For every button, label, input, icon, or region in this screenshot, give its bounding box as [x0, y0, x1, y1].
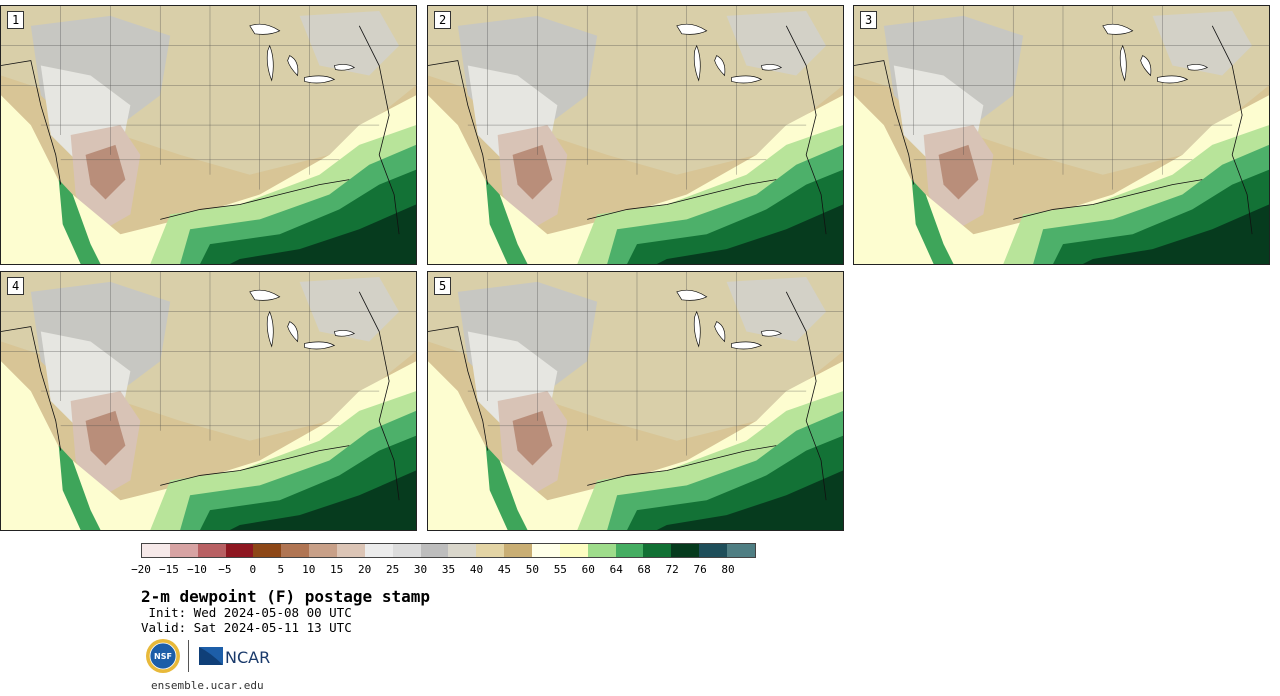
- ncar-logo: NCAR: [199, 647, 270, 667]
- plot-title: 2-m dewpoint (F) postage stamp: [141, 587, 430, 606]
- colorbar-tick-label: 45: [497, 563, 512, 576]
- member-label: 4: [7, 277, 25, 295]
- colorbar-tick-label: −20: [131, 563, 151, 576]
- colorbar-tick-label: −5: [218, 563, 232, 576]
- colorbar-swatch: [253, 544, 282, 557]
- init-time: Init: Wed 2024-05-08 00 UTC: [141, 605, 352, 620]
- colorbar-swatch: [364, 544, 393, 557]
- colorbar-tick-label: 35: [441, 563, 456, 576]
- colorbar-swatch: [587, 544, 616, 557]
- colorbar-tick-label: 10: [302, 563, 316, 576]
- colorbar-swatch: [309, 544, 338, 557]
- colorbar-swatch: [281, 544, 310, 557]
- colorbar-tick-label: 20: [358, 563, 372, 576]
- nsf-logo: NSF: [146, 639, 180, 673]
- colorbar-tick-label: 25: [385, 563, 400, 576]
- ncar-logo-text: NCAR: [225, 648, 270, 667]
- map-panel-4: 4: [0, 271, 417, 531]
- colorbar-swatch: [476, 544, 505, 557]
- colorbar-ticks: −20 −15 −10 −5 0 5 10 15 20 25 30 35 40 45 50 55 60 64 68 7…: [131, 563, 756, 577]
- colorbar-tick-label: 80: [721, 563, 735, 576]
- colorbar: [141, 543, 756, 558]
- colorbar-swatch: [559, 544, 588, 557]
- colorbar-swatch: [671, 544, 700, 557]
- map-panel-2: 2: [427, 5, 844, 265]
- map-panel-5: 5: [427, 271, 844, 531]
- colorbar-tick-label: 15: [330, 563, 344, 576]
- colorbar-tick-label: 55: [553, 563, 567, 576]
- colorbar-swatch: [337, 544, 365, 557]
- colorbar-tick-label: 0: [249, 563, 257, 576]
- colorbar-swatch: [392, 544, 421, 557]
- map-panel-3: 3: [853, 5, 1270, 265]
- member-label: 2: [434, 11, 452, 29]
- nsf-logo-text: NSF: [154, 652, 172, 661]
- member-label: 3: [860, 11, 878, 29]
- site-url: ensemble.ucar.edu: [151, 679, 264, 692]
- colorbar-swatch: [420, 544, 449, 557]
- colorbar-swatch: [448, 544, 477, 557]
- member-label: 5: [434, 277, 452, 295]
- colorbar-tick-label: 50: [525, 563, 539, 576]
- colorbar-tick-label: 76: [693, 563, 707, 576]
- colorbar-tick-label: 60: [581, 563, 595, 576]
- colorbar-swatch: [532, 544, 560, 557]
- colorbar-swatch: [225, 544, 254, 557]
- member-label: 1: [7, 11, 25, 29]
- colorbar-tick-label: 5: [277, 563, 285, 576]
- colorbar-swatch: [142, 544, 170, 557]
- colorbar-swatch: [643, 544, 672, 557]
- colorbar-swatch: [615, 544, 644, 557]
- colorbar-swatch: [699, 544, 728, 557]
- colorbar-tick-label: 72: [665, 563, 679, 576]
- logo-divider: [188, 640, 189, 672]
- valid-time: Valid: Sat 2024-05-11 13 UTC: [141, 620, 352, 635]
- colorbar-swatch: [197, 544, 226, 557]
- colorbar-tick-label: 40: [469, 563, 484, 576]
- map-panel-1: 1: [0, 5, 417, 265]
- colorbar-swatch: [727, 544, 755, 557]
- colorbar-tick-label: −15: [159, 563, 179, 576]
- colorbar-swatch: [169, 544, 198, 557]
- colorbar-tick-label: 64: [609, 563, 623, 576]
- colorbar-swatch: [504, 544, 533, 557]
- colorbar-tick-label: 68: [637, 563, 651, 576]
- colorbar-tick-label: 30: [413, 563, 428, 576]
- colorbar-tick-label: −10: [186, 563, 207, 576]
